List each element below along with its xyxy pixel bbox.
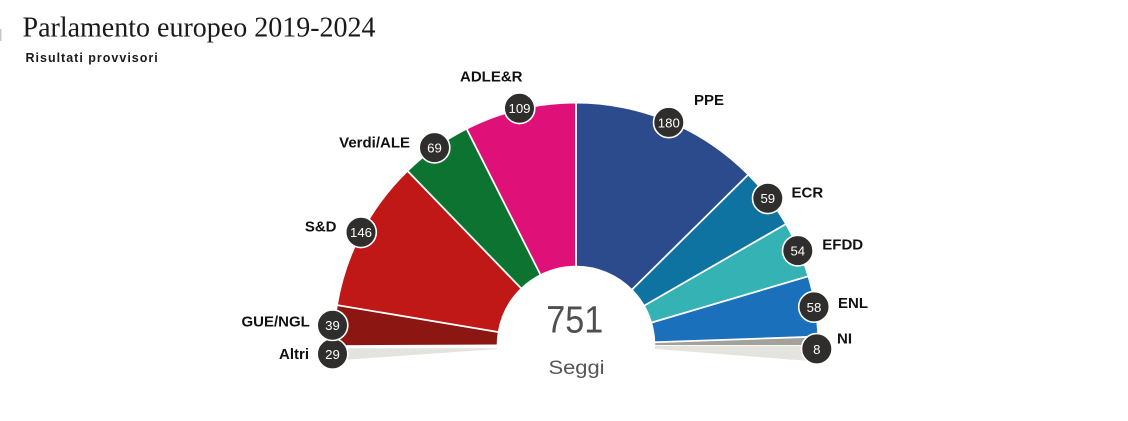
- svg-text:GUE/NGL: GUE/NGL: [241, 314, 309, 331]
- svg-text:PPE: PPE: [694, 92, 724, 109]
- svg-text:69: 69: [427, 141, 442, 156]
- svg-text:180: 180: [658, 115, 680, 130]
- svg-text:Seggi: Seggi: [549, 357, 605, 379]
- svg-text:Risultati provvisori: Risultati provvisori: [26, 51, 159, 65]
- svg-text:S&D: S&D: [305, 219, 337, 236]
- svg-text:8: 8: [813, 342, 820, 357]
- svg-text:ADLE&R: ADLE&R: [460, 69, 523, 86]
- svg-text:EFDD: EFDD: [822, 237, 863, 254]
- svg-text:NI: NI: [837, 331, 852, 348]
- svg-text:146: 146: [350, 225, 372, 240]
- svg-text:39: 39: [325, 318, 340, 333]
- svg-text:ECR: ECR: [792, 185, 824, 202]
- svg-text:54: 54: [790, 244, 805, 259]
- svg-text:29: 29: [325, 347, 340, 362]
- svg-text:751: 751: [546, 300, 603, 342]
- svg-text:Parlamento europeo 2019-2024: Parlamento europeo 2019-2024: [23, 13, 376, 44]
- svg-text:109: 109: [508, 101, 530, 116]
- svg-text:ENL: ENL: [838, 295, 868, 312]
- svg-text:59: 59: [760, 191, 775, 206]
- svg-text:58: 58: [807, 300, 822, 315]
- svg-text:Verdi/ALE: Verdi/ALE: [339, 135, 410, 152]
- svg-text:Altri: Altri: [279, 346, 309, 363]
